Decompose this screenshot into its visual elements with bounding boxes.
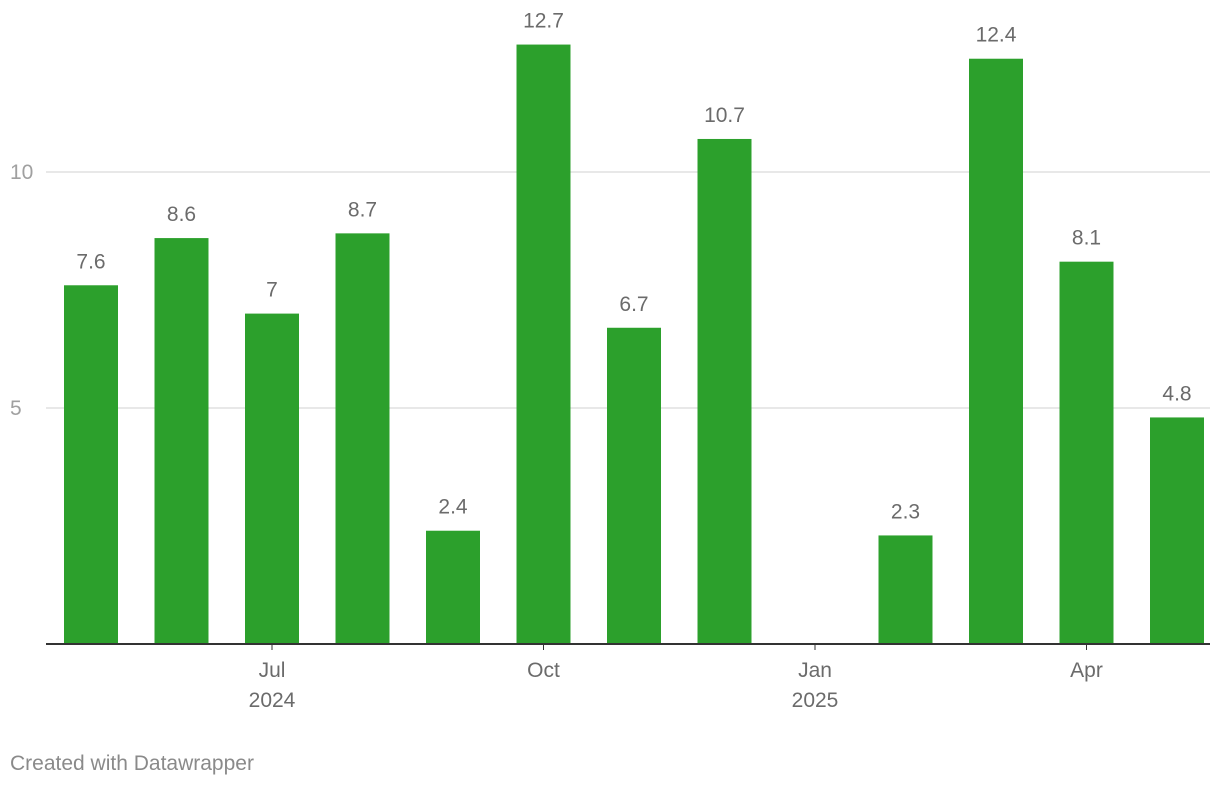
bar [245,313,299,644]
data-label: 2.4 [438,496,468,519]
bar [335,233,390,645]
data-label: 2.3 [891,500,920,523]
data-label: 7 [266,279,278,302]
data-label: 4.8 [1162,382,1191,405]
bar [426,530,480,644]
bar [516,44,571,645]
x-tick-year-label: 2025 [792,689,839,712]
data-label: 7.6 [76,250,105,273]
y-axis-ticks: 5 10 [10,161,33,420]
data-label: 8.7 [348,198,377,221]
bar [64,285,118,644]
bar [607,327,661,644]
data-label: 10.7 [704,104,745,127]
bar [969,58,1023,645]
x-axis-ticks: Jul 2024 Oct Jan 2025 Apr [249,644,1103,712]
data-label: 8.1 [1072,227,1101,250]
bars [64,44,1204,645]
x-tick-label: Jul [259,659,286,682]
bar [1059,261,1114,644]
bar [697,138,752,644]
bar [1150,417,1204,644]
data-labels: 7.6 8.6 7 8.7 2.4 12.7 6.7 10.7 2.3 12.4 8.1 4.8 [76,10,1191,524]
x-tick-label: Jan [798,659,832,682]
data-label: 8.6 [167,203,196,226]
bar-chart: 5 10 7.6 8.6 7 8.7 2.4 12.7 6.7 10.7 2.3 12.4 8.1 4.… [10,10,1210,712]
bar [154,238,209,644]
y-tick-label: 5 [10,397,22,420]
x-tick-label: Apr [1070,659,1103,682]
x-tick-label: Oct [527,659,560,682]
y-tick-label: 10 [10,161,33,184]
data-label: 12.4 [976,24,1017,47]
data-label: 6.7 [619,293,648,316]
footer-credit: Created with Datawrapper [10,752,254,775]
x-tick-year-label: 2024 [249,689,296,712]
bar [878,535,933,644]
data-label: 12.7 [523,10,564,33]
